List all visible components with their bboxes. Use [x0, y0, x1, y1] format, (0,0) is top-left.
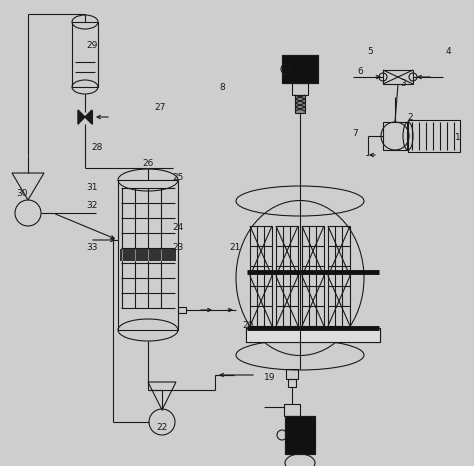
Text: 23: 23: [173, 244, 184, 253]
Bar: [292, 83, 308, 95]
Bar: [285, 416, 315, 454]
Bar: [302, 226, 324, 326]
Text: 26: 26: [142, 158, 154, 167]
Bar: [383, 70, 413, 84]
Text: 32: 32: [86, 200, 98, 210]
Bar: [72, 22, 98, 87]
Bar: [282, 55, 318, 83]
Bar: [284, 404, 300, 416]
Text: 22: 22: [156, 424, 168, 432]
Bar: [408, 120, 460, 152]
Text: 5: 5: [367, 48, 373, 56]
Text: 19: 19: [264, 374, 276, 383]
Text: 25: 25: [173, 173, 184, 183]
Polygon shape: [78, 110, 85, 124]
Bar: [250, 226, 272, 326]
Text: 28: 28: [91, 144, 103, 152]
Bar: [285, 416, 315, 454]
Bar: [246, 328, 380, 342]
Bar: [118, 180, 178, 330]
Bar: [328, 226, 350, 326]
Bar: [295, 95, 305, 113]
Bar: [383, 122, 407, 150]
Bar: [276, 226, 298, 326]
Text: 6: 6: [357, 68, 363, 76]
Text: 31: 31: [86, 184, 98, 192]
Text: 24: 24: [173, 224, 183, 233]
Text: 1: 1: [455, 133, 461, 143]
Text: 8: 8: [219, 83, 225, 92]
Text: 21: 21: [229, 244, 241, 253]
Bar: [288, 379, 296, 387]
Text: 27: 27: [155, 103, 166, 112]
Bar: [282, 55, 318, 83]
Text: 7: 7: [352, 129, 358, 137]
Text: 3: 3: [400, 78, 406, 88]
Text: 2: 2: [407, 114, 413, 123]
Text: 30: 30: [16, 189, 28, 198]
Polygon shape: [85, 110, 92, 124]
Text: 33: 33: [86, 244, 98, 253]
Text: 4: 4: [445, 48, 451, 56]
Text: 29: 29: [86, 41, 98, 49]
Bar: [120, 249, 176, 261]
Bar: [286, 369, 298, 379]
Text: 20: 20: [242, 321, 254, 329]
Bar: [178, 307, 186, 313]
Bar: [246, 328, 380, 342]
